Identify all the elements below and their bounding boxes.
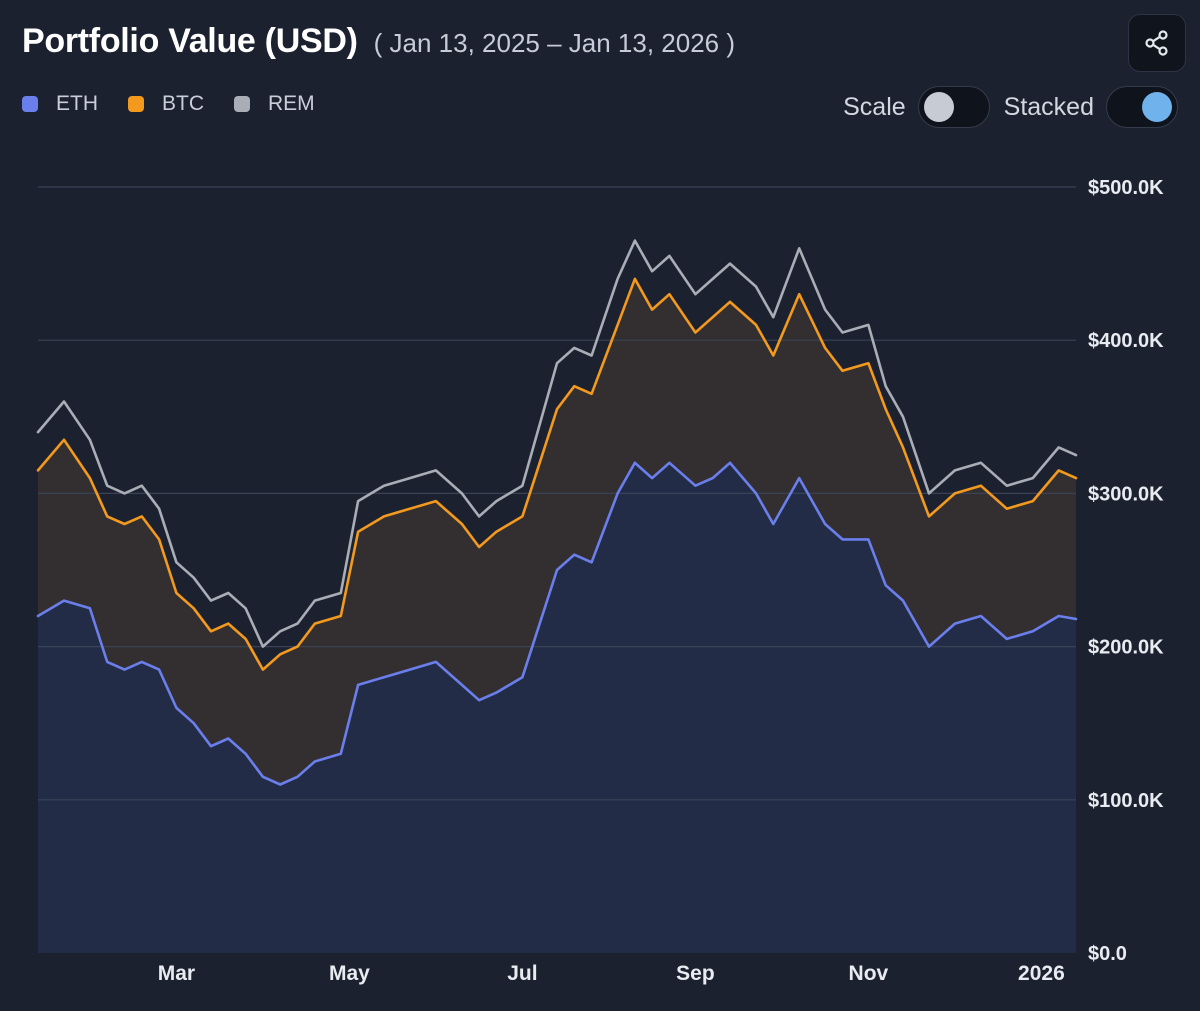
chart-header: Portfolio Value (USD) ( Jan 13, 2025 – J… <box>22 22 735 61</box>
y-tick-label: $0.0 <box>1088 943 1127 965</box>
legend-swatch <box>128 96 144 112</box>
toggle-knob <box>923 92 954 122</box>
x-tick-label: 2026 <box>1018 962 1065 985</box>
date-range: ( Jan 13, 2025 – Jan 13, 2026 ) <box>373 28 735 58</box>
legend-item-rem[interactable]: REM <box>234 92 315 116</box>
legend-item-btc[interactable]: BTC <box>128 92 204 116</box>
x-tick-label: Jul <box>507 962 537 985</box>
share-button[interactable] <box>1128 14 1186 72</box>
y-tick-label: $400.0K <box>1088 330 1164 352</box>
stacked-toggle[interactable] <box>1106 86 1178 128</box>
legend-item-eth[interactable]: ETH <box>22 92 98 116</box>
series-line-eth <box>36 461 1078 786</box>
series-line-btc <box>36 277 1078 671</box>
x-tick-label: Mar <box>158 962 195 985</box>
y-tick-label: $100.0K <box>1088 790 1164 812</box>
share-icon <box>1145 30 1168 56</box>
legend-label: BTC <box>162 92 204 115</box>
y-tick-label: $200.0K <box>1088 637 1164 659</box>
scale-toggle[interactable] <box>917 86 990 128</box>
area-eth <box>38 462 1076 953</box>
legend-swatch <box>234 96 250 112</box>
stacked-label: Stacked <box>1003 92 1094 121</box>
chart-controls: Scale Stacked <box>843 86 1178 128</box>
area-fills <box>38 278 1076 953</box>
gridlines <box>38 186 1076 801</box>
y-tick-label: $500.0K <box>1088 177 1164 199</box>
legend-label: ETH <box>56 92 98 115</box>
y-tick-label: $300.0K <box>1088 483 1164 505</box>
x-tick-label: May <box>329 962 370 985</box>
legend-label: REM <box>268 92 315 115</box>
area-btc <box>38 278 1076 785</box>
chart-title: Portfolio Value (USD) <box>22 22 358 60</box>
y-axis: $0.0 $100.0K $200.0K $300.0K $400.0K $500.0K <box>1088 177 1164 965</box>
series-lines <box>36 239 1078 786</box>
toggle-knob <box>1142 92 1172 122</box>
chart-legend: ETH BTC REM <box>22 92 315 116</box>
legend-swatch <box>22 96 38 112</box>
x-tick-label: Sep <box>676 962 715 985</box>
series-line-rem <box>36 239 1078 648</box>
scale-label: Scale <box>843 92 906 121</box>
x-axis: Mar May Jul Sep Nov 2026 <box>158 962 1065 985</box>
x-tick-label: Nov <box>849 962 889 985</box>
